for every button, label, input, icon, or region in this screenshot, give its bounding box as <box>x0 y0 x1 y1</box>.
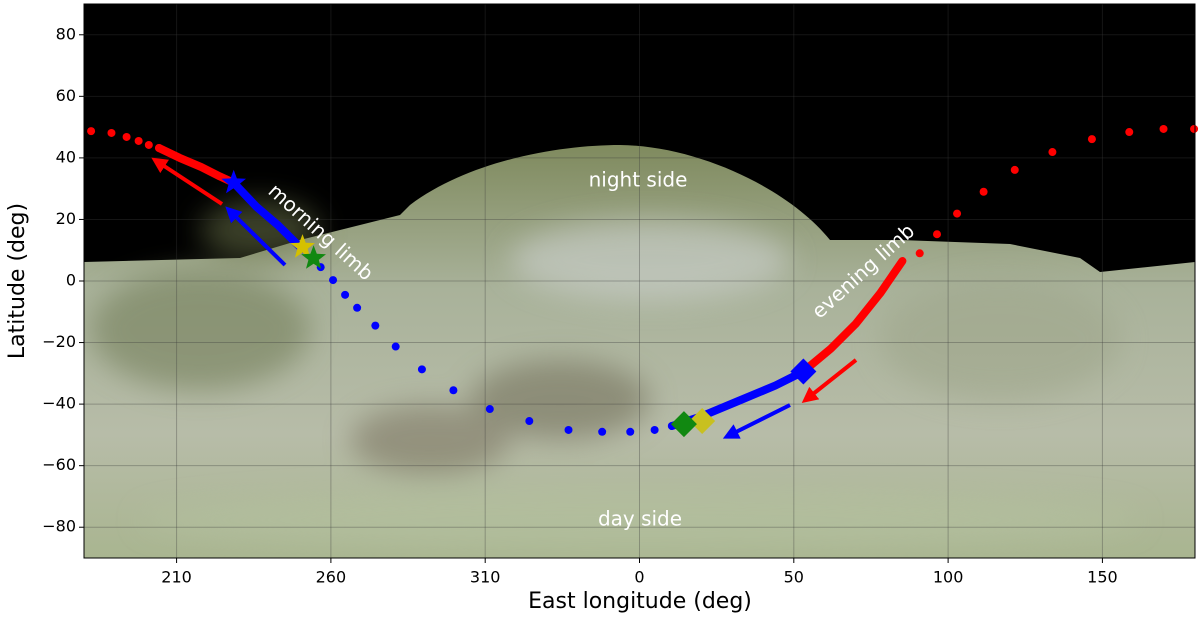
track-point <box>391 342 400 351</box>
track-point <box>1190 124 1199 133</box>
track-line <box>155 144 238 187</box>
x-tick-label: 100 <box>933 568 964 587</box>
arrow <box>225 206 287 267</box>
track-point <box>953 209 962 218</box>
track-point <box>650 425 659 434</box>
track-point <box>417 365 426 374</box>
track-line <box>799 257 907 376</box>
track-point <box>122 132 131 141</box>
track-point <box>915 249 924 258</box>
track-point <box>1010 165 1019 174</box>
track-point <box>598 427 607 436</box>
y-tick-label: 60 <box>56 86 76 105</box>
y-tick-label: −40 <box>42 394 76 413</box>
x-axis-label: East longitude (deg) <box>528 589 752 614</box>
track-point <box>933 230 942 239</box>
track-point <box>371 321 380 330</box>
track-point <box>485 405 494 414</box>
track-point <box>107 128 116 137</box>
y-tick-label: 80 <box>56 24 76 43</box>
x-tick-label: 150 <box>1087 568 1118 587</box>
track-point <box>87 127 96 136</box>
x-tick-label: 50 <box>784 568 804 587</box>
track-point <box>144 140 153 149</box>
y-tick-label: 20 <box>56 209 76 228</box>
y-tick-label: −80 <box>42 517 76 536</box>
track-point <box>341 290 350 299</box>
track-point <box>329 276 338 285</box>
track-point <box>1159 124 1168 133</box>
diamond-marker <box>670 411 697 438</box>
axes: 210 260 310 0 50 100 150 −80 −60 −40 −20 0 20 40 60 80 <box>42 24 1117 586</box>
y-tick-label: 0 <box>66 271 76 290</box>
y-tick-label: −20 <box>42 332 76 351</box>
track-point <box>1125 128 1134 137</box>
arrow <box>151 157 224 206</box>
arrow <box>801 358 858 403</box>
track-point <box>1048 148 1057 157</box>
track-point <box>979 187 988 196</box>
y-axis-label: Latitude (deg) <box>5 203 30 359</box>
arrows <box>151 157 858 439</box>
x-tick-label: 210 <box>161 568 192 587</box>
x-tick-label: 260 <box>316 568 347 587</box>
diamond-marker <box>689 408 716 435</box>
star-marker <box>290 234 315 258</box>
track-point <box>353 303 362 312</box>
annotation: night side <box>589 168 688 192</box>
map-background <box>84 4 1195 558</box>
data-marks <box>87 124 1199 438</box>
track-point <box>525 417 534 426</box>
x-tick-label: 0 <box>634 568 644 587</box>
track-point <box>626 427 635 436</box>
x-tick-label: 310 <box>470 568 501 587</box>
track-point <box>134 136 143 145</box>
track-point <box>449 386 458 395</box>
track-point <box>564 425 573 434</box>
annotation: day side <box>598 507 682 531</box>
y-tick-label: −60 <box>42 455 76 474</box>
star-marker <box>221 169 246 194</box>
diamond-marker <box>790 358 817 385</box>
track-point <box>1087 135 1096 144</box>
star-marker <box>301 245 326 269</box>
arrow <box>722 403 791 439</box>
grid <box>84 4 1195 558</box>
y-tick-label: 40 <box>56 147 76 166</box>
